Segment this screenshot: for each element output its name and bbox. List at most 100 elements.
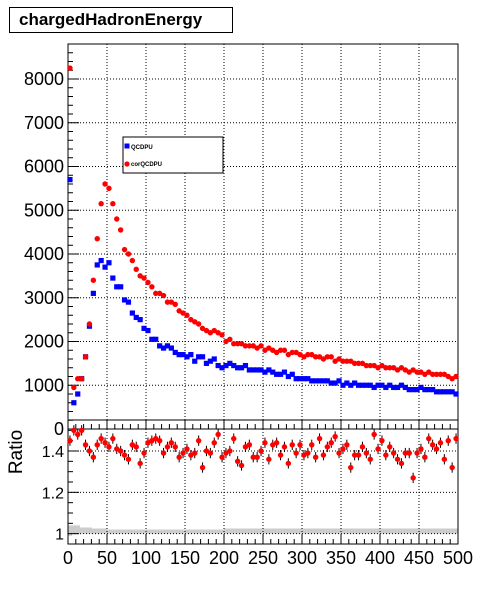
top-point-qcdpu (305, 376, 311, 382)
top-point-corqcdpu (86, 321, 93, 327)
ratio-band-bin (149, 529, 155, 534)
ratio-band-bin (114, 529, 119, 534)
top-point-corqcdpu (110, 200, 116, 207)
ratio-band-bin (169, 529, 174, 534)
ratio-point (422, 454, 428, 460)
top-point-corqcdpu (153, 290, 159, 297)
chart-title: chargedHadronEnergy (9, 7, 233, 33)
top-point-qcdpu (149, 336, 155, 342)
x-tick-label: 450 (404, 548, 434, 568)
top-point-qcdpu (114, 284, 120, 290)
ratio-point (211, 440, 217, 446)
ratio-band-bin (266, 528, 272, 534)
top-point-qcdpu (359, 382, 366, 388)
ratio-band-bin (134, 529, 139, 534)
ratio-point (445, 437, 451, 444)
top-point-qcdpu (106, 260, 112, 266)
ratio-band-bin (434, 528, 439, 534)
ratio-band-bin (302, 528, 307, 534)
legend-label-corqcdpu: corQCDPU (131, 162, 162, 168)
top-point-qcdpu (394, 384, 401, 391)
top-point-corqcdpu (117, 227, 124, 233)
ratio-band-bin (75, 525, 80, 534)
ratio-point (316, 435, 323, 442)
top-point-corqcdpu (227, 336, 233, 343)
top-point-qcdpu (316, 378, 323, 384)
ratio-point (363, 450, 370, 456)
ratio-band-bin (282, 528, 287, 534)
top-point-corqcdpu (414, 369, 420, 375)
ratio-band-bin (337, 528, 342, 534)
ratio-band-bin (356, 528, 361, 534)
x-tick-label: 50 (97, 548, 117, 568)
ratio-point (297, 442, 303, 448)
top-point-qcdpu (379, 382, 385, 388)
ratio-band-bin (251, 528, 256, 534)
ratio-band-bin (368, 528, 373, 534)
top-point-qcdpu (188, 352, 194, 358)
top-point-qcdpu (223, 362, 229, 369)
x-tick-label: 400 (365, 548, 395, 568)
top-point-corqcdpu (433, 371, 440, 378)
top-point-qcdpu (387, 382, 393, 388)
top-point-qcdpu (199, 354, 206, 360)
ratio-band-bin (380, 528, 385, 534)
top-point-qcdpu (184, 354, 190, 360)
ratio-point (348, 464, 354, 471)
top-point-qcdpu (266, 367, 272, 373)
top-point-corqcdpu (94, 235, 100, 242)
top-point-qcdpu (433, 389, 440, 395)
ratio-point (227, 448, 233, 454)
ratio-point (398, 460, 405, 467)
ratio-band-bin (118, 529, 123, 534)
ratio-band-bin (138, 529, 143, 534)
ratio-point (285, 460, 292, 467)
x-tick-label: 100 (131, 548, 161, 568)
ratio-band-bin (294, 528, 299, 534)
top-point-corqcdpu (258, 343, 264, 349)
top-point-qcdpu (145, 327, 151, 334)
ratio-point (258, 448, 264, 454)
top-point-corqcdpu (98, 200, 104, 207)
ratio-band-bin (157, 529, 162, 534)
ratio-point (176, 454, 182, 460)
ratio-band-bin (403, 528, 408, 534)
top-point-qcdpu (172, 349, 178, 356)
top-point-qcdpu (422, 387, 428, 393)
top-point-qcdpu (129, 310, 135, 316)
ratio-band-bin (103, 528, 108, 534)
legend-box (122, 136, 224, 174)
top-point-qcdpu (71, 400, 77, 406)
top-point-corqcdpu (184, 312, 190, 318)
ratio-point (192, 450, 198, 456)
top-point-qcdpu (160, 345, 167, 351)
ratio-point (320, 452, 327, 458)
ratio-point (207, 450, 214, 456)
ratio-point (312, 454, 319, 460)
top-point-corqcdpu (363, 362, 370, 369)
ratio-band-bin (422, 528, 428, 534)
ratio-point (67, 437, 73, 444)
ratio-grid (68, 420, 458, 544)
ratio-point (254, 454, 260, 460)
ratio-point (231, 435, 237, 442)
ratio-band-bin (68, 525, 73, 536)
top-point-qcdpu (445, 389, 451, 395)
ratio-point (309, 442, 315, 448)
top-point-qcdpu (168, 345, 174, 351)
ratio-data-points (67, 425, 459, 484)
top-point-qcdpu (453, 391, 459, 397)
top-point-qcdpu (270, 369, 276, 375)
top-grid (68, 44, 458, 429)
ratio-band-bin (247, 528, 252, 534)
top-point-corqcdpu (344, 358, 350, 364)
ratio-point (184, 446, 190, 452)
top-point-qcdpu (157, 343, 163, 349)
ratio-point (289, 442, 295, 448)
top-point-corqcdpu (102, 181, 108, 187)
top-point-qcdpu (121, 297, 128, 303)
x-tick-label: 150 (170, 548, 200, 568)
top-point-qcdpu (285, 373, 291, 380)
legend-marker-qcdpu (124, 143, 130, 149)
top-point-qcdpu (320, 378, 327, 384)
